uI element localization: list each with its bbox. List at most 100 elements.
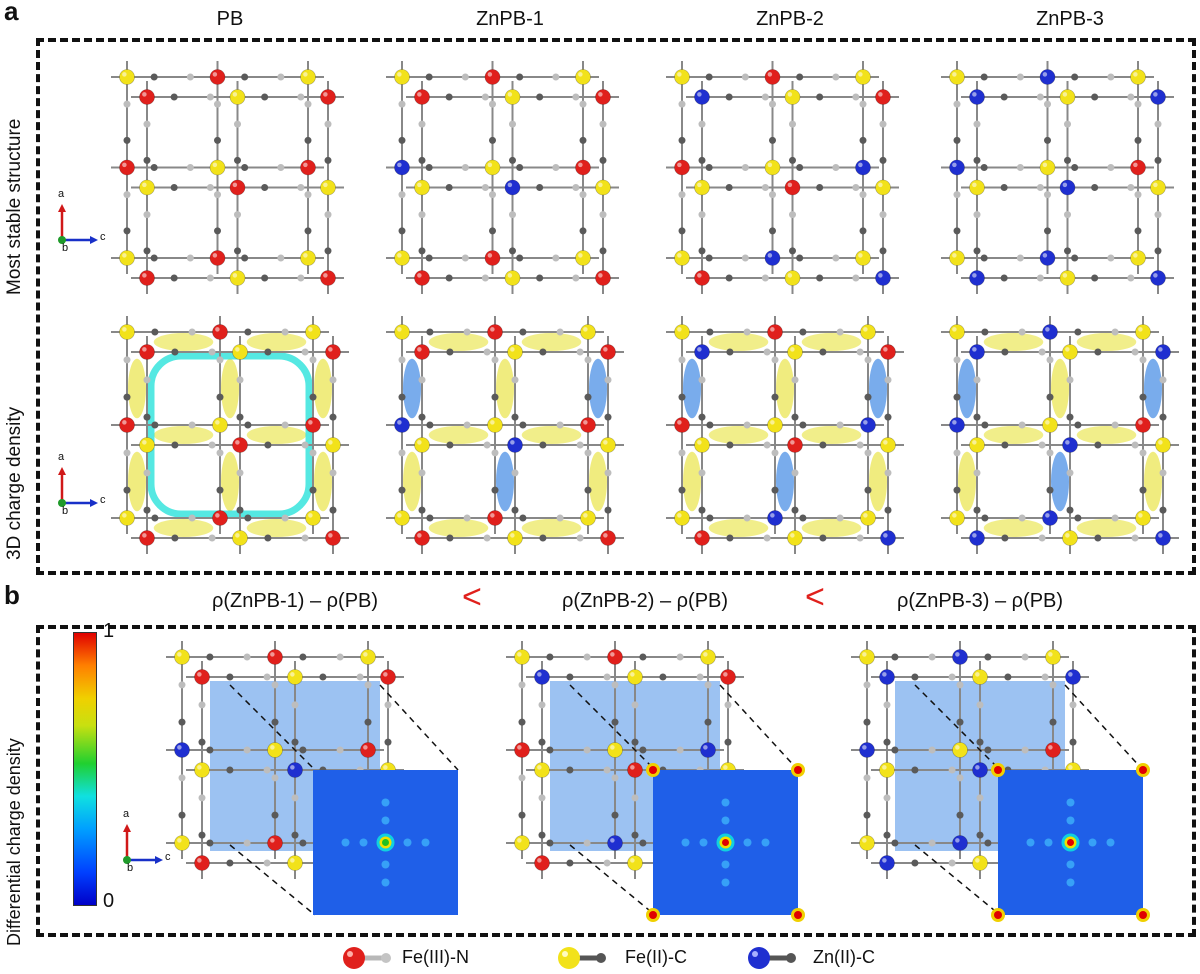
map-corner-core bbox=[1139, 766, 1147, 774]
density-lobe-v bbox=[128, 358, 146, 419]
metal-atom bbox=[534, 762, 550, 778]
carbon-atom bbox=[1004, 673, 1012, 681]
legend-item-zn2-c: Zn(II)-C bbox=[745, 943, 895, 973]
panel-b-frame bbox=[36, 625, 1196, 937]
carbon-atom bbox=[911, 766, 919, 774]
metal-atom bbox=[414, 179, 430, 196]
nitrogen-atom bbox=[852, 274, 860, 282]
metal-atom-highlight bbox=[397, 253, 402, 258]
nitrogen-atom bbox=[271, 774, 279, 782]
metal-atom-highlight bbox=[1048, 745, 1053, 750]
nitrogen-atom bbox=[263, 859, 271, 867]
nitrogen-atom bbox=[1131, 534, 1139, 542]
carbon-atom bbox=[538, 831, 546, 839]
metal-atom bbox=[174, 649, 190, 665]
metal-atom-highlight bbox=[603, 440, 608, 445]
nitrogen-atom bbox=[178, 681, 186, 689]
density-lobe-v bbox=[314, 451, 332, 512]
carbon-atom bbox=[819, 441, 827, 449]
carbon-atom bbox=[796, 254, 804, 262]
carbon-atom bbox=[1139, 486, 1147, 494]
carbon-atom bbox=[216, 486, 224, 494]
carbon-atom bbox=[171, 534, 179, 542]
metal-atom-highlight bbox=[952, 327, 957, 332]
metal-atom-highlight bbox=[1068, 672, 1073, 677]
metal-atom-highlight bbox=[1153, 92, 1158, 97]
metal-atom bbox=[875, 89, 891, 105]
nitrogen-atom bbox=[832, 73, 840, 81]
metal-atom-highlight bbox=[308, 420, 313, 425]
nitrogen-atom bbox=[1154, 120, 1162, 128]
metal-atom-highlight bbox=[863, 420, 868, 425]
metal-atom-highlight bbox=[197, 672, 202, 677]
nitrogen-atom bbox=[1049, 681, 1057, 689]
metal-atom-highlight bbox=[1158, 347, 1163, 352]
map-center bbox=[382, 839, 389, 846]
carbon-atom bbox=[639, 746, 647, 754]
metal-atom bbox=[394, 69, 410, 85]
carbon-atom bbox=[264, 534, 272, 542]
metal-atom-highlight bbox=[1045, 327, 1050, 332]
density-lobe-h bbox=[153, 426, 214, 444]
metal-atom bbox=[949, 417, 965, 433]
metal-atom-highlight bbox=[767, 162, 773, 168]
nitrogen-atom bbox=[198, 701, 206, 709]
column-title-znpb-3: ZnPB-3 bbox=[1036, 8, 1104, 30]
nitrogen-atom bbox=[576, 348, 584, 356]
nitrogen-atom bbox=[1021, 746, 1029, 754]
metal-atom-highlight bbox=[697, 533, 702, 538]
nitrogen-atom bbox=[329, 376, 337, 384]
metal-atom bbox=[534, 855, 550, 871]
nitrogen-atom bbox=[1069, 701, 1077, 709]
metal-atom-highlight bbox=[270, 745, 275, 750]
metal-atom bbox=[600, 344, 616, 360]
map-corner-core bbox=[649, 766, 657, 774]
nitrogen-atom bbox=[973, 376, 981, 384]
nitrogen-atom bbox=[698, 211, 706, 219]
metal-atom-highlight bbox=[1062, 273, 1068, 278]
projection-line bbox=[914, 684, 1001, 771]
nitrogen-atom bbox=[418, 376, 426, 384]
carbon-atom bbox=[418, 247, 426, 255]
carbon-atom bbox=[584, 393, 592, 401]
metal-atom bbox=[1130, 159, 1146, 176]
nitrogen-atom bbox=[863, 774, 871, 782]
carbon-atom bbox=[725, 93, 733, 101]
metal-atom bbox=[607, 742, 623, 758]
nitrogen-atom bbox=[852, 93, 860, 101]
metal-atom-highlight bbox=[417, 92, 422, 97]
carbon-atom bbox=[1064, 156, 1071, 164]
nitrogen-atom bbox=[863, 681, 871, 689]
metal-atom-highlight bbox=[507, 273, 513, 278]
metal-atom-highlight bbox=[510, 533, 515, 538]
density-lobe-v bbox=[496, 451, 514, 512]
nitrogen-atom bbox=[948, 859, 956, 867]
density-lobe-h bbox=[428, 426, 489, 444]
metal-atom bbox=[212, 417, 228, 433]
metal-atom bbox=[487, 510, 503, 526]
map-lobe bbox=[1088, 838, 1097, 847]
metal-atom-highlight bbox=[1042, 72, 1048, 77]
nitrogen-atom bbox=[836, 421, 844, 429]
carbon-atom bbox=[446, 348, 454, 356]
metal-atom-highlight bbox=[630, 858, 635, 863]
metal-atom bbox=[229, 89, 246, 105]
metal-atom bbox=[600, 530, 616, 546]
metal-atom-highlight bbox=[215, 327, 220, 332]
carbon-atom bbox=[489, 227, 496, 235]
carbon-atom bbox=[639, 653, 647, 661]
nitrogen-atom bbox=[583, 653, 591, 661]
nitrogen-atom bbox=[696, 673, 704, 681]
nitrogen-atom bbox=[1127, 274, 1135, 282]
metal-atom-highlight bbox=[703, 745, 708, 750]
metal-atom-highlight bbox=[790, 440, 795, 445]
metal-atom-highlight bbox=[1133, 253, 1138, 258]
carbon-atom bbox=[799, 514, 807, 522]
nitrogen-atom bbox=[491, 356, 499, 364]
colorbar-max-label: 1 bbox=[103, 620, 115, 642]
carbon-atom bbox=[398, 486, 406, 494]
carbon-atom bbox=[151, 421, 159, 429]
metal-atom-highlight bbox=[197, 858, 202, 863]
carbon-atom bbox=[769, 136, 776, 144]
metal-atom bbox=[194, 669, 210, 685]
